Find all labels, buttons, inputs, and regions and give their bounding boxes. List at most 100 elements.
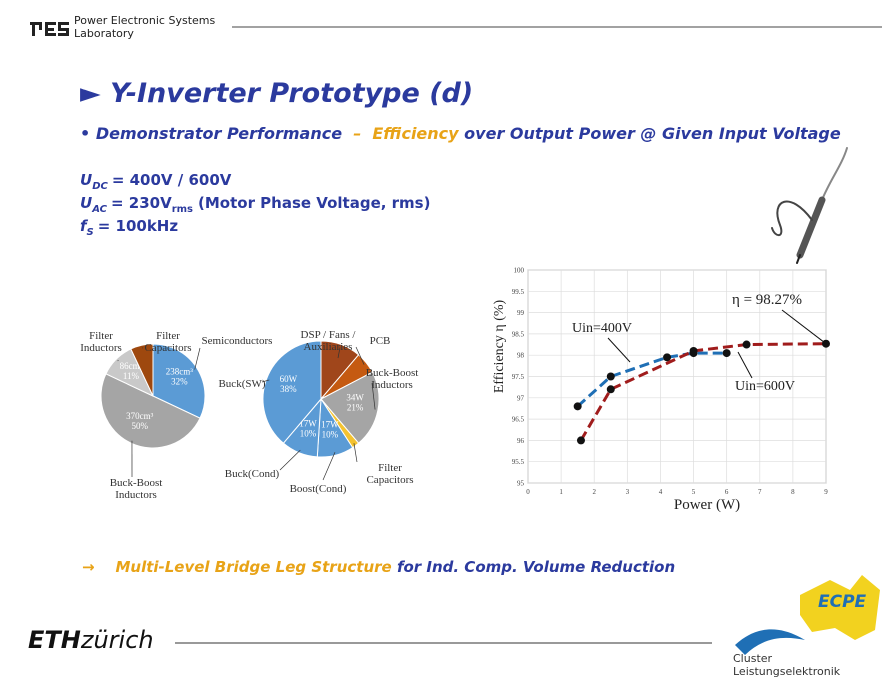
conclusion-highlight: Multi-Level Bridge Leg Structure	[115, 558, 392, 576]
slice-percent: 11%	[123, 371, 140, 381]
value: = 230V	[110, 194, 172, 212]
subtitle: • Demonstrator Performance – Efficiency …	[80, 124, 841, 143]
slice-percent: 38%	[280, 384, 297, 394]
x-tick-label: 0	[526, 488, 530, 496]
slice-percent: 10%	[300, 428, 317, 438]
category-label: Filter Capacitors	[144, 330, 192, 354]
leader-line	[371, 382, 376, 410]
category-label: Buck-Boost Inductors	[109, 477, 163, 501]
leader-line	[337, 347, 341, 359]
slice-amount: 17W	[321, 420, 339, 430]
data-point	[722, 349, 731, 358]
arrow: →	[82, 558, 95, 576]
x-tick-label: 6	[725, 488, 729, 496]
symbol: U	[80, 171, 93, 189]
y-tick-label: 95.5	[512, 458, 525, 466]
data-point	[606, 372, 615, 381]
subtitle-text: over Output Power @ Given Input Voltage	[464, 124, 841, 143]
probe-icon	[771, 147, 848, 264]
y-axis-label: Efficiency η (%)	[492, 299, 507, 393]
y-tick-label: 98.5	[512, 330, 525, 338]
symbol-sub: DC	[92, 181, 108, 192]
cluster-line: Leistungselektronik	[733, 665, 841, 678]
series-line	[576, 351, 727, 408]
slice-amount: 17W	[299, 418, 317, 428]
value-sub: rms	[171, 204, 193, 215]
y-tick-label: 95	[517, 480, 525, 488]
lab-line: Laboratory	[74, 27, 134, 40]
pie-slice	[262, 340, 322, 444]
slice-percent: 50%	[131, 421, 148, 431]
eth-logo: ETHzürich	[28, 626, 154, 654]
category-label: Buck(Cond)	[224, 468, 280, 480]
category-label: PCB	[369, 335, 391, 347]
category-label: DSP / Fans / Auxiliaries	[300, 329, 356, 353]
slice-amount: 86cm³	[120, 361, 143, 371]
pes-logo	[30, 22, 69, 36]
x-tick-label: 7	[758, 488, 762, 496]
category-label: Filter Inductors	[80, 330, 122, 354]
zurich: zürich	[80, 626, 154, 654]
y-tick-label: 99.5	[512, 288, 525, 296]
x-tick-label: 1	[559, 488, 563, 496]
parameters: UDC = 400V / 600V UAC = 230Vrms (Motor Phase…	[80, 172, 430, 241]
conclusion-text: for Ind. Comp. Volume Reduction	[396, 558, 676, 576]
slide-title: ► Y-Inverter Prototype (d)	[80, 78, 474, 109]
y-tick-label: 96	[517, 437, 525, 445]
x-tick-label: 2	[592, 488, 596, 496]
data-point	[573, 402, 582, 411]
data-point	[689, 346, 698, 355]
x-tick-label: 3	[626, 488, 630, 496]
category-label: Buck(SW)	[218, 378, 266, 390]
bullet: •	[80, 124, 91, 143]
leader-line	[279, 449, 301, 471]
x-tick-label: 4	[659, 488, 663, 496]
symbol: U	[80, 194, 93, 212]
cluster-line: Cluster	[733, 652, 773, 665]
leader-line	[353, 443, 358, 463]
data-point	[742, 340, 751, 349]
x-tick-label: 9	[824, 488, 828, 496]
label-pointer	[607, 337, 631, 363]
parameter: UAC = 230Vrms (Motor Phase Voltage, rms)	[80, 195, 430, 218]
y-tick-label: 98	[517, 352, 525, 360]
annotation-pointer	[781, 309, 827, 345]
pie-slice	[152, 343, 206, 419]
subtitle-highlight: Efficiency	[372, 124, 459, 143]
annotation: η = 98.27%	[732, 292, 802, 308]
symbol-sub: AC	[92, 204, 107, 215]
symbol-sub: S	[86, 227, 94, 238]
category-label: Buck-Boost Inductors	[365, 367, 419, 391]
x-tick-label: 8	[791, 488, 795, 496]
symbol: f	[80, 217, 87, 235]
y-tick-label: 100	[514, 267, 525, 275]
data-point	[663, 353, 672, 362]
lab-name: Power Electronic Systems Laboratory	[74, 14, 215, 40]
parameter: fS = 100kHz	[80, 218, 430, 241]
data-point	[606, 385, 615, 394]
leader-line	[194, 347, 201, 370]
y-tick-label: 99	[517, 309, 525, 317]
category-label: Boost(Cond)	[289, 483, 347, 495]
x-tick-label: 5	[692, 488, 696, 496]
lab-line: Power Electronic Systems	[74, 14, 216, 27]
category-label: Filter Capacitors	[366, 462, 414, 486]
value: = 100kHz	[97, 217, 179, 235]
parameter: UDC = 400V / 600V	[80, 172, 430, 195]
y-tick-label: 97.5	[512, 373, 525, 381]
label-pointer	[737, 351, 753, 379]
conclusion: → Multi-Level Bridge Leg Structure for I…	[82, 558, 675, 576]
y-tick-label: 97	[517, 394, 525, 402]
x-axis-label: Power (W)	[674, 497, 740, 513]
series-label: Uin=600V	[735, 379, 795, 394]
y-tick-label: 96.5	[512, 416, 525, 424]
leader-line	[261, 379, 270, 383]
pie-slice	[130, 343, 154, 397]
eth: ETH	[28, 626, 81, 654]
slice-percent: 10%	[322, 430, 339, 440]
value: = 400V / 600V	[111, 171, 232, 189]
category-label: Semiconductors	[201, 335, 273, 347]
slice-amount: 238cm³	[166, 366, 193, 376]
